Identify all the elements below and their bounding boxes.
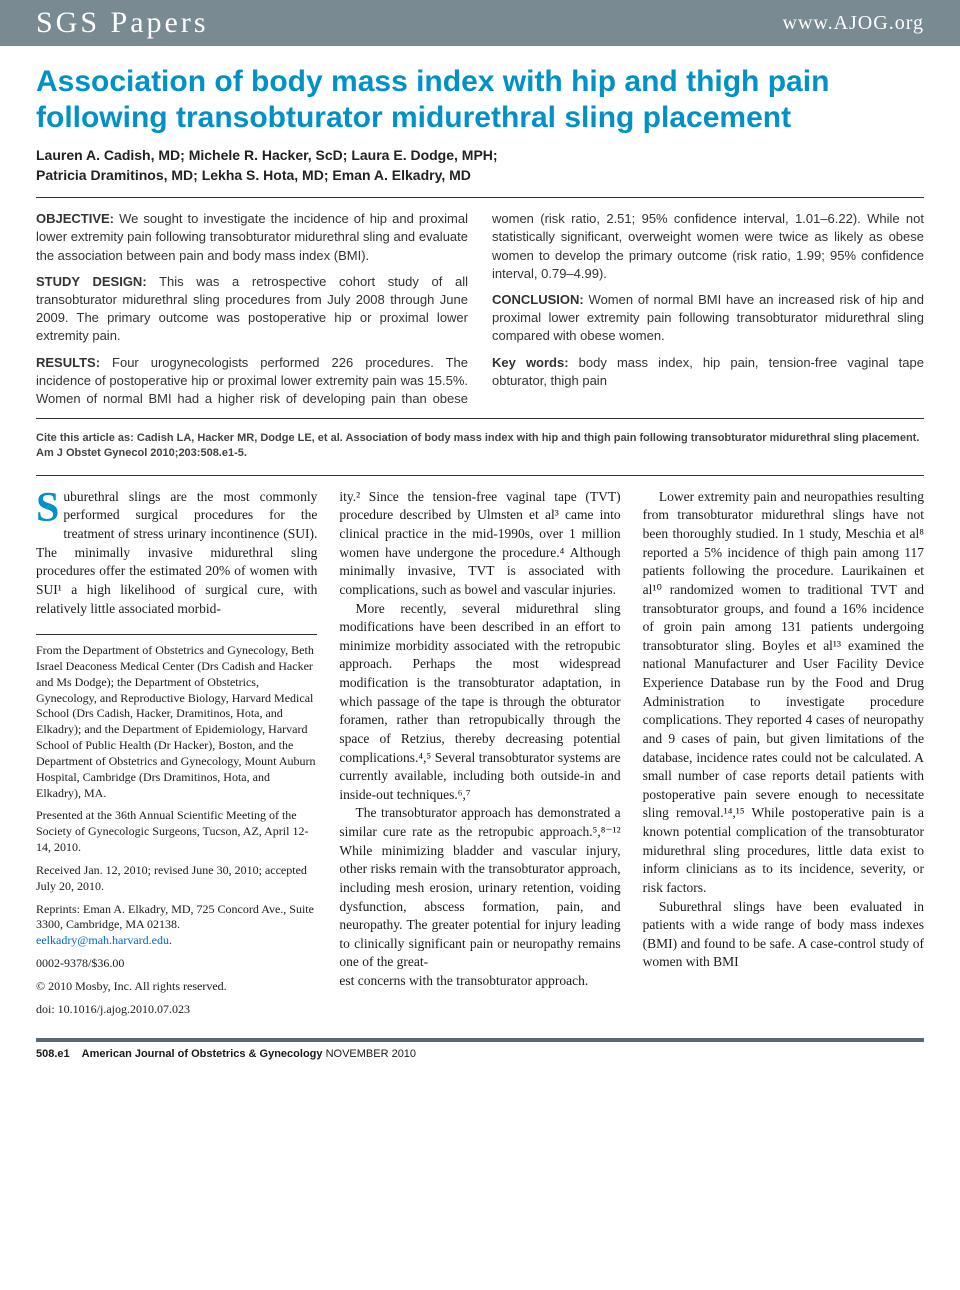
affil-reprints: Reprints: Eman A. Elkadry, MD, 725 Conco… xyxy=(36,902,317,949)
article-title: Association of body mass index with hip … xyxy=(36,64,924,136)
authors-line-1: Lauren A. Cadish, MD; Michele R. Hacker,… xyxy=(36,146,924,166)
page-footer: 508.e1 American Journal of Obstetrics & … xyxy=(36,1038,924,1060)
affil-issn: 0002-9378/$36.00 xyxy=(36,956,317,972)
affil-reprints-text: Reprints: Eman A. Elkadry, MD, 725 Conco… xyxy=(36,902,314,932)
body-para-2c: The transobturator approach has demonstr… xyxy=(339,804,620,972)
abstract-results-label: RESULTS: xyxy=(36,355,100,370)
body-para-2b: More recently, several midurethral sling… xyxy=(339,600,620,805)
abstract-conclusion-label: CONCLUSION: xyxy=(492,292,584,307)
body-para-2a: ity.² Since the tension-free vaginal tap… xyxy=(339,488,620,600)
authors-line-2: Patricia Dramitinos, MD; Lekha S. Hota, … xyxy=(36,166,924,186)
abstract-keywords: Key words: body mass index, hip pain, te… xyxy=(492,354,924,390)
divider-bottom xyxy=(36,475,924,476)
divider-top xyxy=(36,197,924,198)
site-link[interactable]: www.AJOG.org xyxy=(783,12,924,35)
issue-month: NOVEMBER 2010 xyxy=(326,1048,416,1060)
body-para-1-text: uburethral slings are the most commonly … xyxy=(36,489,317,616)
abstract-study-design-label: STUDY DESIGN: xyxy=(36,274,147,289)
affil-from: From the Department of Obstetrics and Gy… xyxy=(36,643,317,801)
body-para-3c: Suburethral slings have been evaluated i… xyxy=(643,898,924,973)
section-header-bar: SGS Papers www.AJOG.org xyxy=(0,0,960,46)
journal-name: American Journal of Obstetrics & Gynecol… xyxy=(82,1048,323,1060)
body-para-3a: est concerns with the transobturator app… xyxy=(339,972,620,991)
section-label: SGS Papers xyxy=(36,6,209,40)
affil-received: Received Jan. 12, 2010; revised June 30,… xyxy=(36,863,317,895)
body-para-3b: Lower extremity pain and neuropathies re… xyxy=(643,488,924,898)
abstract-objective-label: OBJECTIVE: xyxy=(36,211,114,226)
dropcap: S xyxy=(36,488,63,527)
body-text-columns: Suburethral slings are the most commonly… xyxy=(36,488,924,1018)
abstract-conclusion: CONCLUSION: Women of normal BMI have an … xyxy=(492,291,924,346)
page-number: 508.e1 xyxy=(36,1048,70,1060)
abstract-keywords-label: Key words: xyxy=(492,355,569,370)
abstract-objective: OBJECTIVE: We sought to investigate the … xyxy=(36,210,468,265)
abstract-study-design: STUDY DESIGN: This was a retrospective c… xyxy=(36,273,468,346)
body-para-1: Suburethral slings are the most commonly… xyxy=(36,488,317,618)
affil-copyright: © 2010 Mosby, Inc. All rights reserved. xyxy=(36,979,317,995)
affil-presented: Presented at the 36th Annual Scientific … xyxy=(36,808,317,855)
affil-doi: doi: 10.1016/j.ajog.2010.07.023 xyxy=(36,1002,317,1018)
affil-email[interactable]: eelkadry@mah.harvard.edu xyxy=(36,933,169,947)
affiliations-block: From the Department of Obstetrics and Gy… xyxy=(36,634,317,1017)
footer-journal: American Journal of Obstetrics & Gynecol… xyxy=(82,1048,416,1060)
citation-box: Cite this article as: Cadish LA, Hacker … xyxy=(36,431,924,461)
authors-block: Lauren A. Cadish, MD; Michele R. Hacker,… xyxy=(36,146,924,185)
abstract-block: OBJECTIVE: We sought to investigate the … xyxy=(36,210,924,408)
divider-mid xyxy=(36,418,924,419)
